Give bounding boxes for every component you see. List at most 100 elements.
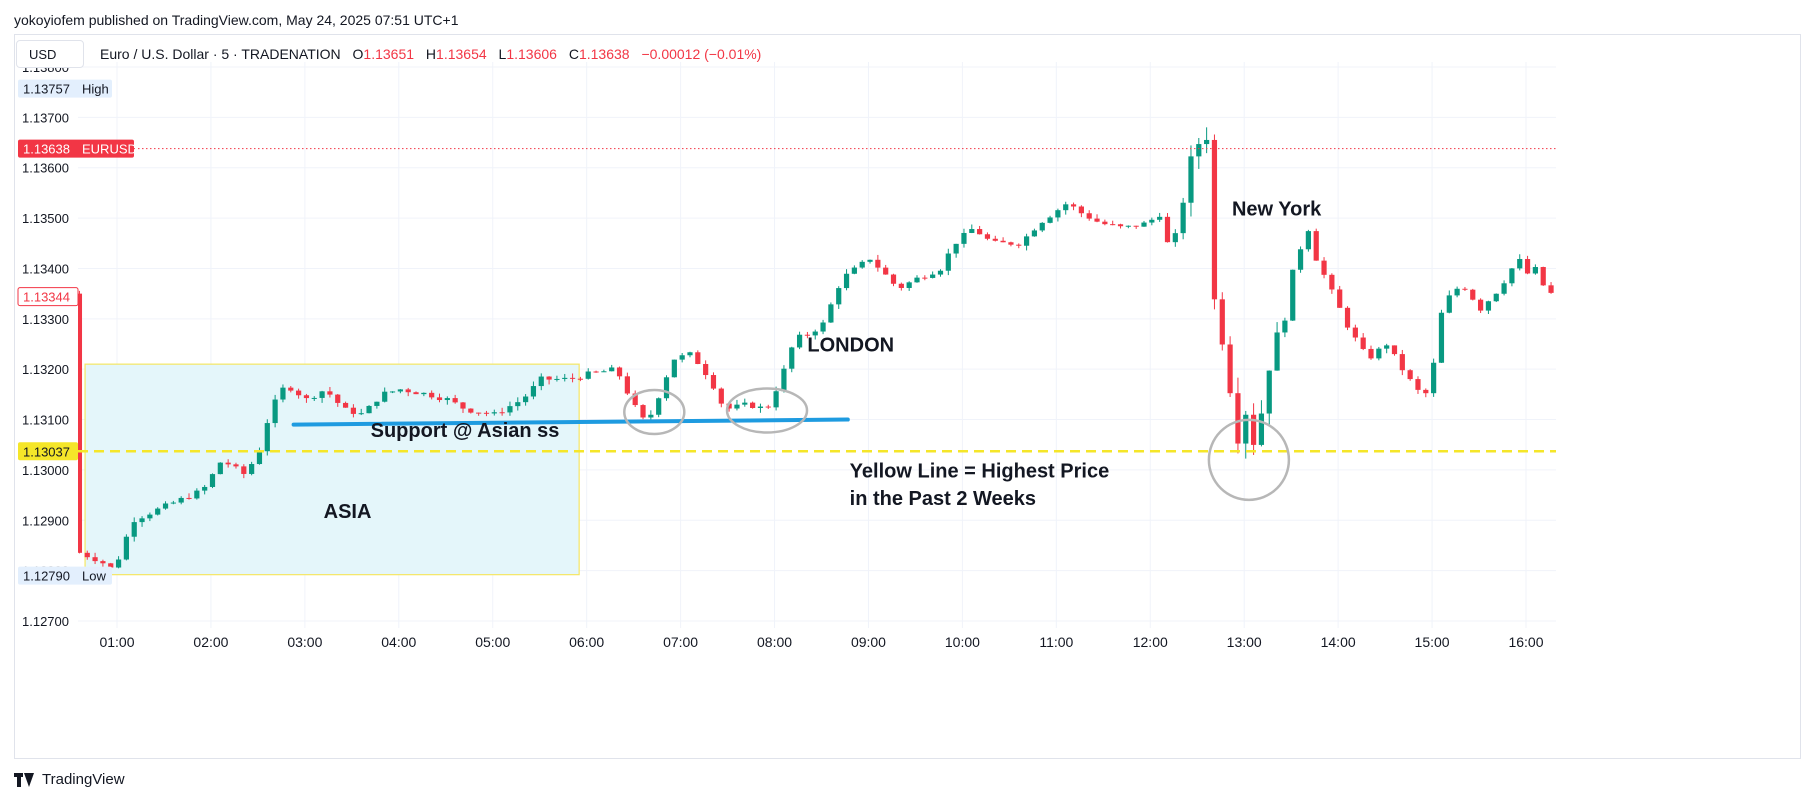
- candle-body: [648, 414, 654, 418]
- candle-body: [530, 386, 537, 397]
- candle-body: [945, 253, 951, 271]
- candle-body: [350, 407, 356, 414]
- candle: [170, 500, 176, 505]
- x-tick-label: 06:00: [569, 634, 604, 650]
- x-tick-label: 13:00: [1227, 634, 1262, 650]
- candle: [374, 401, 380, 409]
- candle: [765, 404, 771, 409]
- candle: [1250, 403, 1257, 455]
- candle: [186, 493, 192, 500]
- candle: [452, 394, 458, 404]
- tradingview-brand[interactable]: TradingView: [14, 771, 125, 788]
- support-line: [291, 417, 850, 427]
- candle-body: [585, 371, 591, 379]
- candle-body: [1391, 345, 1398, 355]
- candle: [155, 507, 161, 516]
- candle-body: [624, 376, 630, 394]
- candle-body: [1188, 156, 1194, 203]
- currency-selector-button[interactable]: USD: [16, 40, 84, 68]
- candle: [1070, 202, 1077, 211]
- candle: [1407, 369, 1413, 381]
- candle-body: [1368, 348, 1374, 359]
- candle-body: [1039, 222, 1045, 231]
- candle-body: [468, 408, 474, 413]
- candle: [209, 473, 216, 489]
- candle-body: [1266, 370, 1272, 414]
- candle-body: [1055, 210, 1061, 218]
- candle-body: [1063, 204, 1069, 211]
- candle: [92, 552, 98, 565]
- price-tag-text: High: [82, 82, 109, 97]
- candle-body: [327, 391, 333, 395]
- x-tick-label: 05:00: [475, 634, 510, 650]
- x-tick-label: 15:00: [1415, 634, 1450, 650]
- candle: [953, 243, 959, 258]
- candle-body: [1493, 293, 1499, 302]
- y-tick-label: 1.12900: [22, 513, 69, 528]
- candle: [264, 419, 270, 456]
- candle: [499, 407, 505, 416]
- candle-body: [92, 557, 98, 562]
- candle-body: [225, 462, 231, 465]
- candle: [585, 368, 591, 380]
- candle-body: [1376, 348, 1382, 359]
- candle-body: [1462, 288, 1468, 290]
- candle: [930, 271, 936, 279]
- candle: [867, 259, 873, 264]
- candle: [460, 402, 466, 413]
- candle: [421, 392, 427, 397]
- candle: [914, 275, 920, 283]
- candle: [476, 412, 482, 416]
- candle-body: [1070, 204, 1077, 207]
- candle: [1110, 220, 1116, 226]
- y-tick-label: 1.13500: [22, 211, 69, 226]
- candle: [311, 396, 317, 402]
- candle: [491, 409, 497, 416]
- candle: [1008, 241, 1014, 247]
- candle: [624, 372, 630, 396]
- price-tag-box: [18, 79, 112, 98]
- candle-body: [1532, 267, 1538, 274]
- candle: [640, 404, 646, 420]
- candle: [663, 375, 670, 401]
- candle-body: [358, 413, 364, 415]
- candle: [1368, 345, 1374, 360]
- candle-body: [538, 376, 544, 387]
- candle-body: [898, 283, 904, 288]
- candle: [843, 269, 850, 291]
- candle: [1297, 246, 1304, 273]
- y-tick-label: 1.13300: [22, 312, 69, 327]
- candle-body: [1540, 267, 1546, 286]
- candle-body: [1102, 221, 1108, 225]
- candle-body: [546, 376, 552, 380]
- candle-body: [523, 396, 529, 403]
- candle: [530, 381, 537, 400]
- candle-body: [616, 367, 623, 377]
- candle-body: [444, 398, 450, 401]
- candle-body: [781, 368, 787, 392]
- candle-body: [1250, 414, 1257, 445]
- candle: [366, 405, 372, 414]
- candle-body: [1548, 285, 1554, 293]
- candle: [1196, 137, 1202, 169]
- candle: [796, 331, 803, 350]
- candle-body: [1360, 337, 1366, 349]
- candle-body: [139, 518, 145, 523]
- candle-body: [108, 563, 114, 568]
- candle: [280, 384, 286, 403]
- candle-body: [703, 364, 709, 376]
- candles: [78, 127, 1554, 571]
- candle: [131, 517, 137, 542]
- x-tick-label: 16:00: [1508, 634, 1543, 650]
- candle: [1172, 229, 1178, 247]
- candle: [828, 302, 834, 323]
- candle-body: [930, 274, 936, 278]
- price-tag-value: 1.13037: [23, 444, 70, 459]
- candle: [139, 516, 145, 527]
- candle-body: [1446, 295, 1452, 313]
- candle-body: [1305, 231, 1311, 250]
- candle-body: [1000, 240, 1006, 243]
- candle-body: [1094, 218, 1100, 222]
- candle-body: [593, 371, 599, 373]
